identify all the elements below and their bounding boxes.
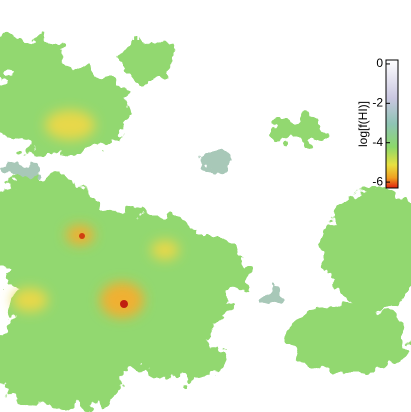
panel: Fraction HI f(HI)tot=0.5 log[f(HI)] 0 -2 -…	[0, 0, 411, 412]
colorbar-label: log[f(HI)]	[356, 101, 370, 147]
hi-map	[0, 35, 411, 410]
annotation-subscript: tot	[284, 34, 298, 48]
colorbar-tick-label: -2	[372, 95, 383, 109]
annotation-suffix: =0.5	[297, 24, 335, 45]
colorbar-tick-label: 0	[376, 56, 383, 70]
panel-title: Fraction HI	[48, 24, 141, 45]
annotation-main: f(HI)	[247, 24, 284, 45]
colorbar-tick-label: -4	[372, 135, 383, 149]
colorbar-tick-label: -6	[372, 174, 383, 188]
annotation: f(HI)tot=0.5	[247, 24, 335, 48]
hi-core	[120, 300, 128, 308]
hi-core	[79, 233, 85, 239]
colorbar	[386, 60, 398, 188]
